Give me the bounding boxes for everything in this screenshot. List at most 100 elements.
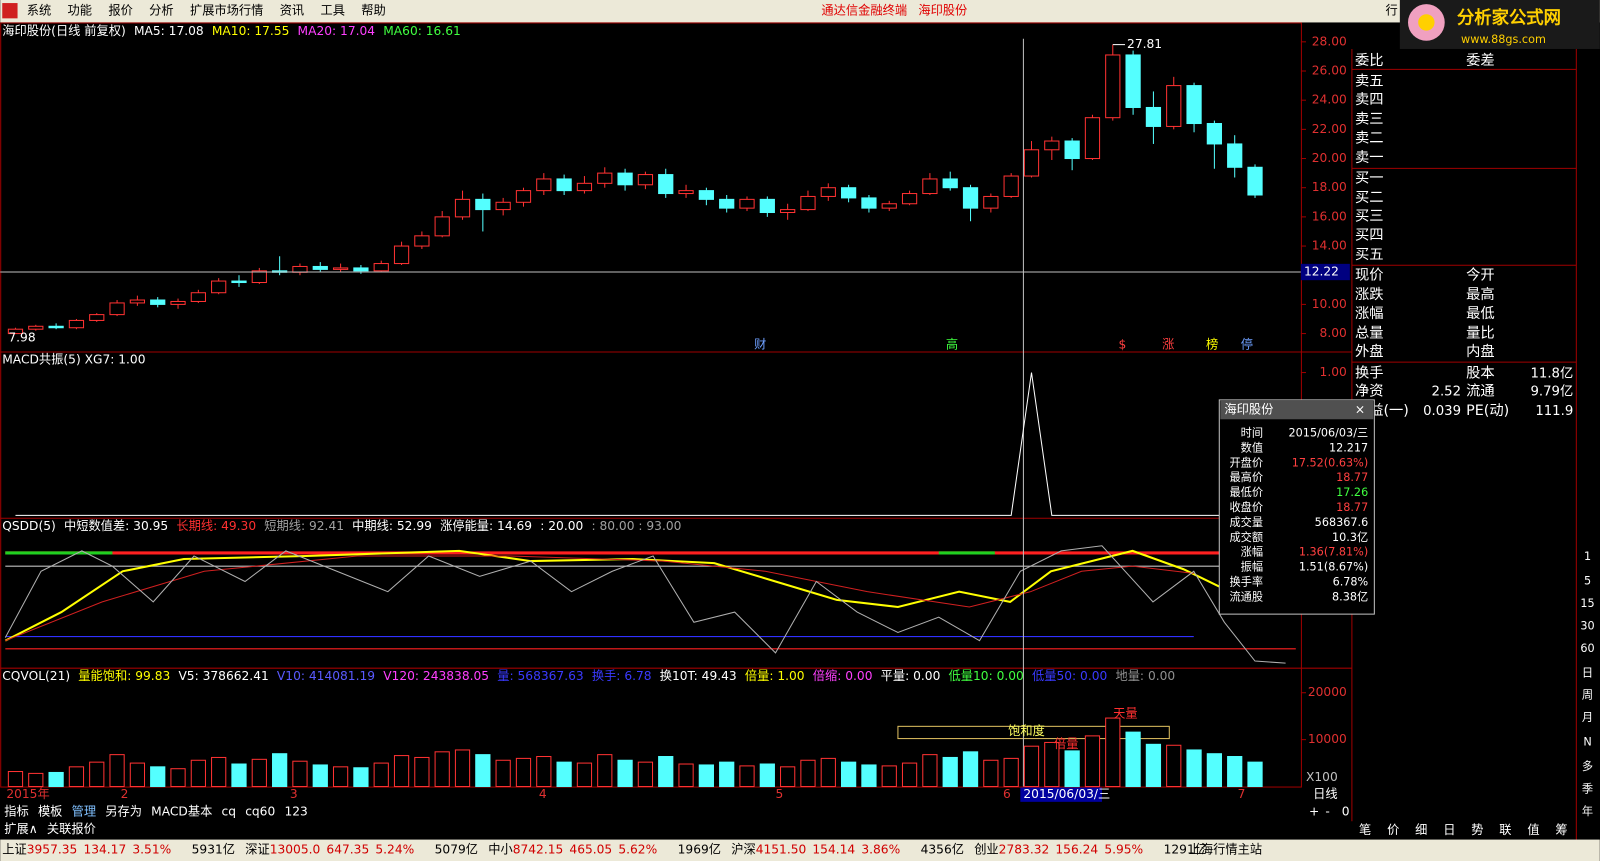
menu-item[interactable]: 工具	[321, 4, 345, 18]
tab[interactable]: 扩展∧	[4, 822, 37, 836]
index-amount: 5079亿	[435, 841, 478, 856]
toolbar-item[interactable]: 季	[1582, 783, 1593, 796]
popup-label: 最高价	[1229, 470, 1263, 484]
y-tick-label: 18.00	[1312, 180, 1347, 194]
menu-item[interactable]: 分析	[149, 4, 173, 18]
toolbar-item[interactable]: 60	[1580, 642, 1594, 655]
quote-tab[interactable]: 价	[1387, 823, 1399, 837]
event-marker[interactable]: 财	[754, 337, 766, 351]
candle-body	[150, 299, 166, 305]
toolbar-item[interactable]: 年	[1582, 804, 1593, 818]
event-marker[interactable]: 停	[1241, 336, 1253, 351]
toolbar-item[interactable]: 1	[1584, 550, 1591, 563]
menu-item[interactable]: 系统	[27, 4, 51, 18]
volume-bar	[1247, 761, 1263, 788]
zoom-button[interactable]: 0	[1342, 805, 1350, 819]
quote-label: 内盘	[1466, 342, 1495, 360]
zoom-button[interactable]: -	[1325, 805, 1329, 819]
toolbar-item[interactable]: 30	[1580, 619, 1594, 632]
tab[interactable]: 管理	[72, 804, 96, 819]
tab[interactable]: cq	[222, 805, 237, 819]
volume-unit: X100	[1306, 770, 1338, 784]
candle-body	[1166, 85, 1182, 127]
candle-body	[211, 280, 227, 294]
event-marker[interactable]: 涨	[1162, 336, 1174, 351]
index-name: 创业	[974, 842, 998, 856]
qsdd-legend: 中短数值差: 30.95	[64, 518, 168, 533]
candle-body	[414, 235, 430, 247]
menu-item[interactable]: 资讯	[280, 4, 304, 18]
volume-bar	[678, 763, 694, 788]
menu-right[interactable]: 行	[1386, 4, 1398, 18]
toolbar-item[interactable]: 多	[1582, 759, 1593, 773]
index-amount: 5931亿	[192, 841, 235, 856]
toolbar-item[interactable]: 月	[1582, 711, 1593, 724]
menu-item[interactable]: 报价	[108, 3, 132, 18]
quote-label: PE(动)	[1466, 402, 1509, 419]
tab[interactable]: 模板	[38, 805, 62, 819]
volume-bar	[7, 771, 24, 788]
index-change: 156.24	[1055, 842, 1098, 856]
candle-body	[698, 190, 714, 200]
volume-bar	[861, 764, 877, 788]
volume-bar	[1166, 744, 1182, 788]
candle-body	[962, 187, 979, 209]
quote-tab[interactable]: 日	[1443, 823, 1455, 837]
toolbar-item[interactable]: N	[1583, 736, 1591, 749]
menu-item[interactable]: 功能	[68, 4, 92, 18]
event-marker[interactable]: 榜	[1206, 336, 1218, 351]
logo-text: 分析家公式网	[1457, 7, 1561, 28]
menu-item[interactable]: 帮助	[361, 4, 385, 18]
quote-tab[interactable]: 细	[1415, 823, 1427, 837]
volume-bar	[150, 766, 166, 788]
y-tick-label: 28.00	[1312, 34, 1347, 48]
tab[interactable]: 指标	[4, 804, 28, 819]
qsdd-legend: 涨停能量: 14.69	[440, 518, 532, 533]
volume-bar	[658, 756, 674, 788]
quote-tab[interactable]: 势	[1471, 823, 1483, 837]
candle-body	[353, 267, 369, 272]
tab[interactable]: 关联报价	[47, 821, 96, 836]
toolbar-item[interactable]: 5	[1584, 574, 1591, 587]
macd-legend: MACD共振(5) XG7: 1.00	[2, 353, 145, 367]
volume-legend: 量能饱和: 99.83	[78, 668, 170, 683]
quote-tab[interactable]: 联	[1499, 823, 1511, 837]
zoom-button[interactable]: +	[1309, 805, 1319, 819]
candle-body	[881, 203, 897, 209]
tab[interactable]: 另存为	[105, 805, 142, 819]
toolbar-item[interactable]: 日	[1582, 666, 1593, 679]
popup-label: 最低价	[1229, 486, 1263, 499]
popup-titlebar	[1220, 400, 1374, 420]
popup-value: 1.51(8.67%)	[1299, 561, 1368, 574]
tab[interactable]: MACD基本	[151, 805, 212, 819]
qsdd-legend: 短期线: 92.41	[264, 519, 344, 533]
quote-tab[interactable]: 筹	[1555, 823, 1567, 837]
qsdd-gray	[4, 545, 1286, 664]
event-marker[interactable]: $	[1118, 337, 1126, 351]
menu-item[interactable]: 扩展市场行情	[190, 3, 263, 18]
popup-value: 17.52(0.63%)	[1292, 456, 1369, 469]
server: 上海行情主站	[1189, 841, 1262, 856]
popup-close[interactable]: ×	[1355, 403, 1365, 417]
ma-legend: MA5: 17.08	[134, 24, 204, 38]
candle-body	[1023, 149, 1040, 177]
quote-tab[interactable]: 值	[1527, 822, 1539, 837]
toolbar-item[interactable]: 周	[1582, 689, 1593, 702]
tab[interactable]: 123	[284, 805, 307, 819]
period: 日线	[1313, 787, 1337, 801]
quote-tab[interactable]: 笔	[1359, 822, 1371, 837]
event-marker[interactable]: 高	[946, 336, 958, 351]
toolbar-item[interactable]: 15	[1580, 597, 1594, 610]
volume-bar	[292, 760, 308, 788]
tab[interactable]: cq60	[245, 805, 275, 819]
candle-body	[129, 299, 146, 304]
volume-bar	[881, 765, 897, 788]
candle-body	[1105, 54, 1121, 119]
logo-flower-center	[1418, 14, 1435, 31]
candle-body	[373, 263, 389, 272]
y-tick-label: 14.00	[1312, 239, 1347, 253]
index-price: 4151.50	[756, 842, 807, 856]
index-amount: 4356亿	[921, 841, 964, 856]
popup-label: 成交量	[1229, 515, 1263, 529]
